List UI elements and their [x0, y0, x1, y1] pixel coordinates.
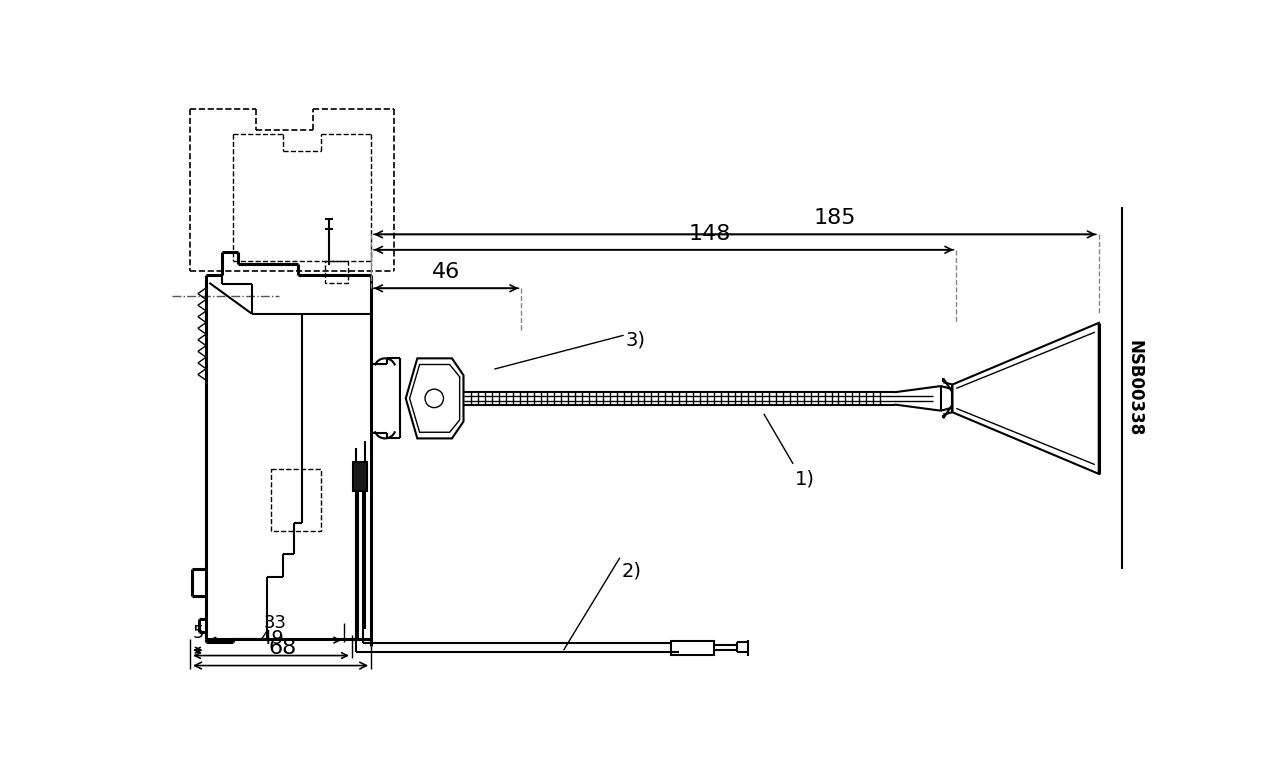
Bar — [672, 641, 714, 655]
Text: 185: 185 — [814, 208, 856, 228]
Text: 68: 68 — [269, 638, 297, 658]
Text: NSB00338: NSB00338 — [1126, 340, 1144, 437]
Bar — [325, 261, 348, 283]
Text: 5: 5 — [192, 624, 204, 643]
Bar — [271, 470, 321, 531]
Bar — [353, 462, 367, 491]
Text: 49: 49 — [259, 629, 283, 648]
Text: 33: 33 — [264, 614, 287, 633]
Text: 1): 1) — [795, 470, 814, 488]
Text: 2): 2) — [621, 561, 641, 581]
Text: 46: 46 — [433, 262, 461, 282]
Text: 148: 148 — [689, 224, 731, 244]
Text: 3): 3) — [625, 331, 645, 349]
